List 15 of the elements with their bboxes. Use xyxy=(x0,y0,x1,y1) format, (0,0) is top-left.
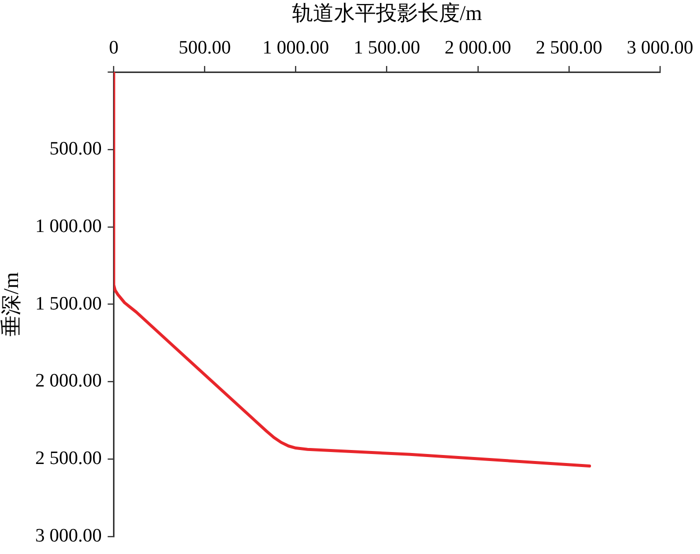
x-tick-label: 1 000.00 xyxy=(262,38,330,59)
y-tick-label: 1 500.00 xyxy=(35,293,102,314)
y-tick-label: 1 000.00 xyxy=(35,216,102,237)
x-tick-label: 1 500.00 xyxy=(354,38,420,59)
x-tick-label: 500.00 xyxy=(178,38,231,59)
x-tick-label: 2 500.00 xyxy=(536,38,602,59)
x-tick-label: 3 000.00 xyxy=(626,38,694,59)
y-tick-label: 2 500.00 xyxy=(35,448,102,470)
x-tick-label: 0 xyxy=(108,38,118,59)
y-tick-label: 500.00 xyxy=(49,138,102,160)
x-tick-label: 2 000.00 xyxy=(444,38,512,59)
x-axis-title: 轨道水平投影长度/m xyxy=(292,1,482,26)
y-tick-label: 2 000.00 xyxy=(35,370,102,392)
y-tick-label: 3 000.00 xyxy=(35,526,102,547)
y-axis-title: 垂深/m xyxy=(0,272,24,336)
